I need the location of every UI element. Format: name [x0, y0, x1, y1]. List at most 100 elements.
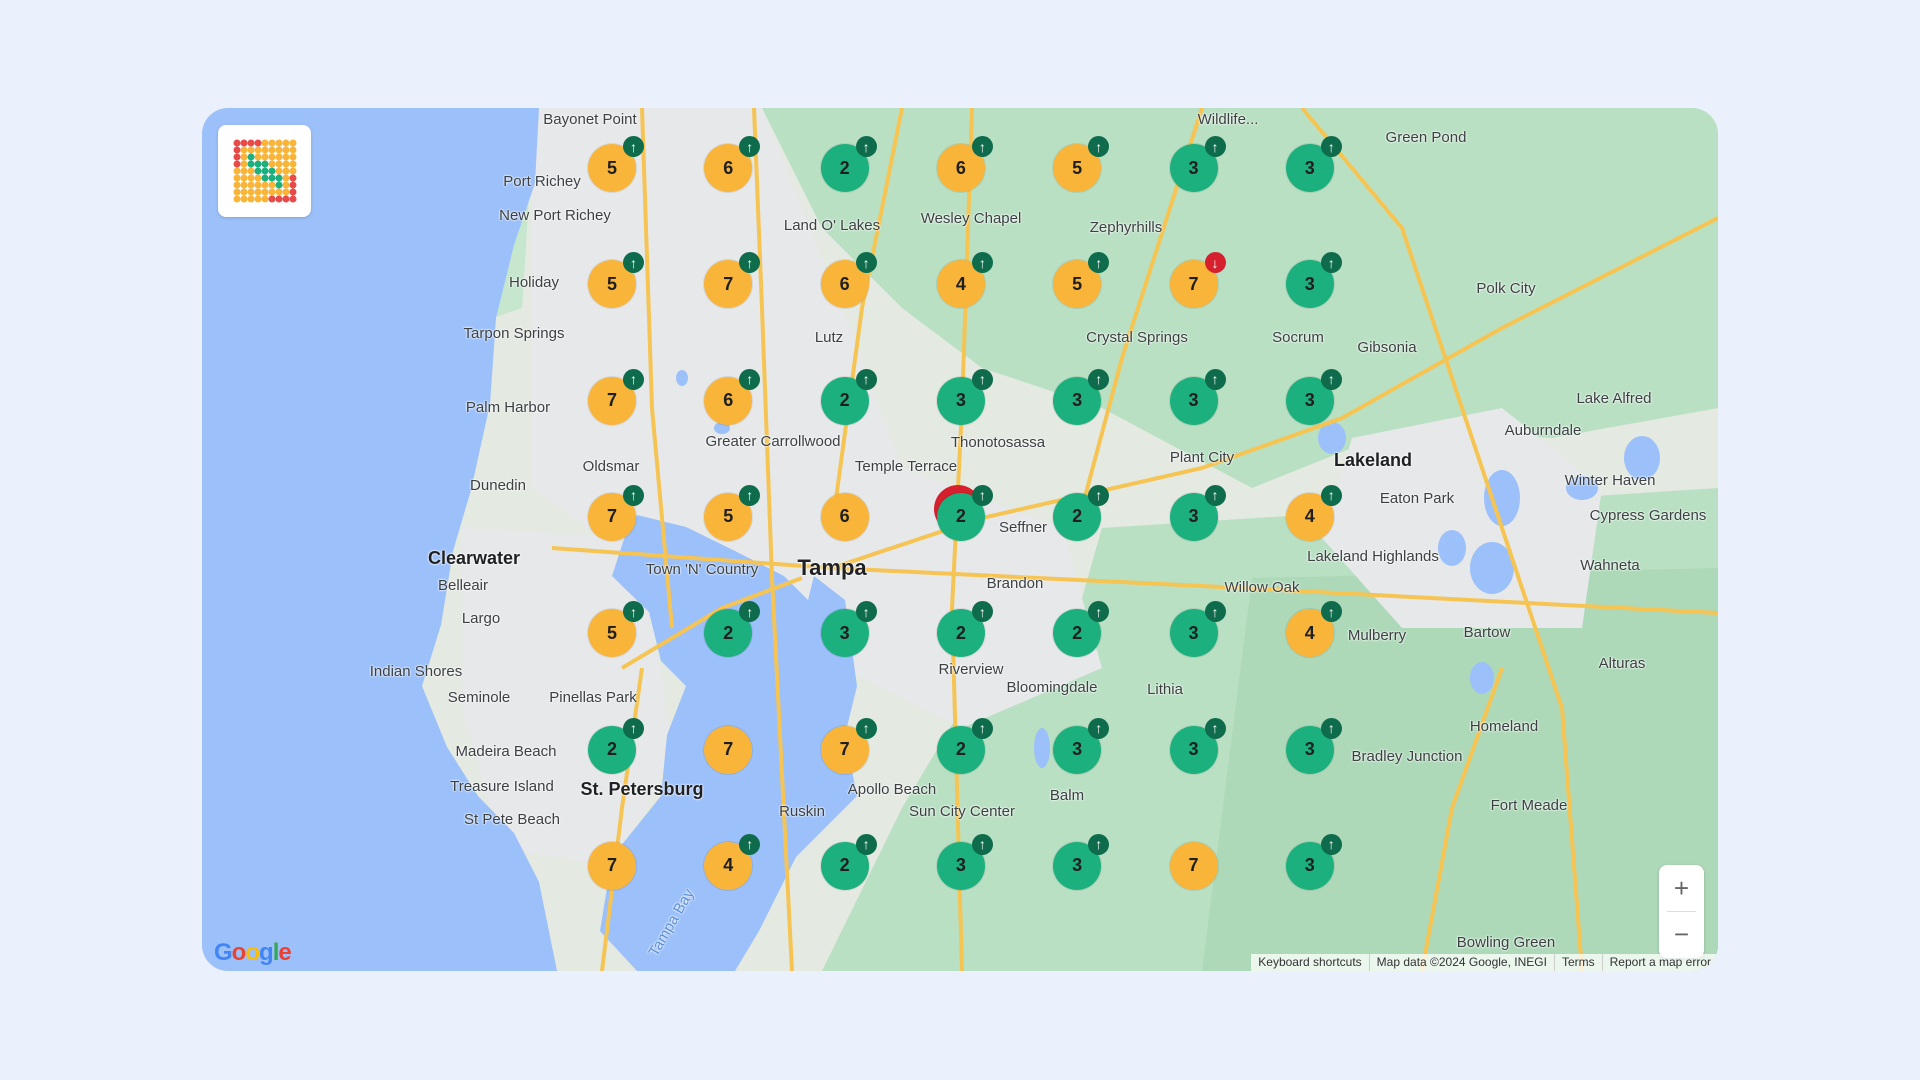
cluster-count: 5	[606, 273, 617, 294]
google-logo[interactable]: Google	[214, 939, 292, 966]
cluster-marker[interactable]: 4 ↑	[1285, 484, 1342, 541]
cluster-marker[interactable]: 3 ↑	[820, 601, 877, 658]
cluster-marker[interactable]: 7 ↓	[1169, 252, 1226, 309]
cluster-marker[interactable]: 4 ↑	[704, 833, 761, 890]
cluster-marker[interactable]: 2 ↑	[936, 601, 993, 658]
cluster-marker[interactable]: 3 ↑	[1053, 368, 1110, 425]
logo-dot	[282, 195, 289, 203]
logo-dot	[289, 160, 296, 168]
cluster-marker[interactable]: 5 ↑	[704, 484, 761, 541]
logo-dot	[289, 181, 296, 189]
cluster-marker[interactable]: 2 ↑	[936, 484, 993, 541]
terms-link[interactable]: Terms	[1553, 954, 1602, 971]
cluster-count: 3	[1188, 390, 1199, 411]
place-label: Port Richey	[503, 173, 581, 190]
cluster-marker[interactable]: 3 ↑	[936, 368, 993, 425]
logo-dot	[254, 174, 261, 182]
cluster-marker[interactable]: 3 ↑	[1053, 717, 1110, 774]
cluster-marker[interactable]: 3 ↑	[1169, 136, 1226, 192]
cluster-count: 7	[839, 739, 850, 759]
cluster-marker[interactable]: 7 ↑	[588, 484, 644, 541]
arrow-up-icon: ↑	[1204, 484, 1226, 506]
zoom-controls: + −	[1659, 865, 1704, 958]
place-label: Madeira Beach	[455, 743, 557, 760]
cluster-marker[interactable]: 3 ↑	[1053, 833, 1110, 890]
cluster-count: 4	[1304, 622, 1315, 643]
logo-dot	[240, 160, 247, 168]
cluster-marker[interactable]: 2 ↑	[820, 368, 877, 425]
cluster-marker[interactable]: 7	[588, 841, 636, 890]
cluster-marker[interactable]: 6 ↑	[704, 136, 761, 192]
cluster-marker[interactable]: 5 ↑	[588, 252, 644, 309]
zoom-in-button[interactable]: +	[1673, 872, 1690, 903]
place-label: Bloomingdale	[1006, 679, 1098, 696]
logo-dot	[289, 153, 296, 161]
logo-dot	[233, 188, 240, 196]
arrow-up-icon: ↑	[855, 717, 877, 739]
cluster-marker[interactable]: 2 ↑	[820, 136, 877, 192]
place-label: Wesley Chapel	[920, 210, 1022, 227]
cluster-marker[interactable]: 4 ↑	[936, 252, 993, 309]
cluster-marker[interactable]: 5 ↑	[588, 601, 644, 658]
arrow-up-icon: ↑	[1204, 136, 1226, 157]
arrow-up-icon: ↑	[623, 252, 644, 274]
cluster-marker[interactable]: 7 ↑	[588, 368, 644, 425]
cluster-marker[interactable]: 7	[1169, 841, 1218, 890]
cluster-count: 5	[606, 157, 617, 178]
logo-dot	[233, 153, 240, 161]
arrow-up-icon: ↑	[623, 484, 644, 506]
app-logo	[218, 125, 311, 217]
cluster-marker[interactable]: 2 ↑	[1053, 484, 1110, 541]
cluster-marker[interactable]: 3 ↑	[1285, 833, 1342, 890]
logo-dot	[254, 167, 261, 175]
cluster-count: 6	[839, 506, 850, 527]
cluster-count: 7	[606, 506, 617, 527]
cluster-marker[interactable]: 2 ↑	[1053, 601, 1110, 658]
cluster-count: 3	[1304, 390, 1315, 411]
map[interactable]: Bayonet Point Port Richey New Port Richey H…	[202, 108, 1718, 971]
arrow-up-icon: ↑	[623, 368, 644, 390]
cluster-marker[interactable]: 3 ↑	[1169, 368, 1226, 425]
cluster-marker[interactable]: 2 ↑	[936, 717, 993, 774]
cluster-marker[interactable]: 6 ↑	[820, 252, 877, 309]
cluster-marker[interactable]: 7 ↑	[820, 717, 877, 774]
keyboard-shortcuts-link[interactable]: Keyboard shortcuts	[1258, 955, 1362, 969]
cluster-marker[interactable]: 7	[704, 725, 753, 774]
logo-dot	[247, 153, 254, 161]
cluster-marker[interactable]: 3 ↑	[936, 833, 993, 890]
cluster-marker[interactable]: 7 ↑	[704, 252, 761, 309]
cluster-marker[interactable]: 6	[820, 492, 869, 541]
cluster-marker[interactable]: 3 ↑	[1169, 717, 1226, 774]
cluster-marker[interactable]: 3 ↑	[1285, 368, 1342, 425]
cluster-marker[interactable]: 3 ↑	[1285, 136, 1342, 192]
cluster-marker[interactable]: 2 ↑	[704, 601, 761, 658]
arrow-up-icon: ↑	[1088, 484, 1110, 506]
arrow-up-icon: ↑	[855, 136, 877, 157]
cluster-marker[interactable]: 5 ↑	[1053, 252, 1110, 309]
place-label: Brandon	[986, 575, 1044, 592]
cluster-marker[interactable]: 4 ↑	[1285, 601, 1342, 658]
logo-dot	[268, 195, 275, 203]
cluster-marker[interactable]: 5 ↑	[588, 136, 644, 192]
cluster-marker[interactable]: 3 ↑	[1169, 484, 1226, 541]
place-label: Greater Carrollwood	[705, 433, 841, 450]
cluster-marker[interactable]: 3 ↑	[1285, 252, 1342, 309]
place-label: Green Pond	[1385, 129, 1467, 146]
cluster-marker[interactable]: 2 ↑	[588, 717, 644, 774]
place-label: Homeland	[1469, 718, 1539, 735]
place-label: Zephyrhills	[1089, 219, 1163, 236]
cluster-count: 6	[839, 273, 850, 294]
cluster-marker[interactable]: 6 ↑	[936, 136, 993, 192]
cluster-marker[interactable]: 5 ↑	[1053, 136, 1110, 192]
arrow-up-icon: ↑	[1088, 717, 1110, 739]
logo-dot	[247, 181, 254, 189]
report-error-link[interactable]: Report a map error	[1601, 954, 1718, 971]
cluster-marker[interactable]: 6 ↑	[704, 368, 761, 425]
cluster-count: 5	[1072, 273, 1083, 294]
zoom-out-button[interactable]: −	[1673, 918, 1690, 949]
cluster-marker[interactable]: 3 ↑	[1285, 717, 1342, 774]
cluster-marker[interactable]: 2 ↑	[820, 833, 877, 890]
place-label: Tampa	[797, 555, 867, 580]
arrow-up-icon: ↑	[739, 601, 761, 623]
cluster-marker[interactable]: 3 ↑	[1169, 601, 1226, 658]
